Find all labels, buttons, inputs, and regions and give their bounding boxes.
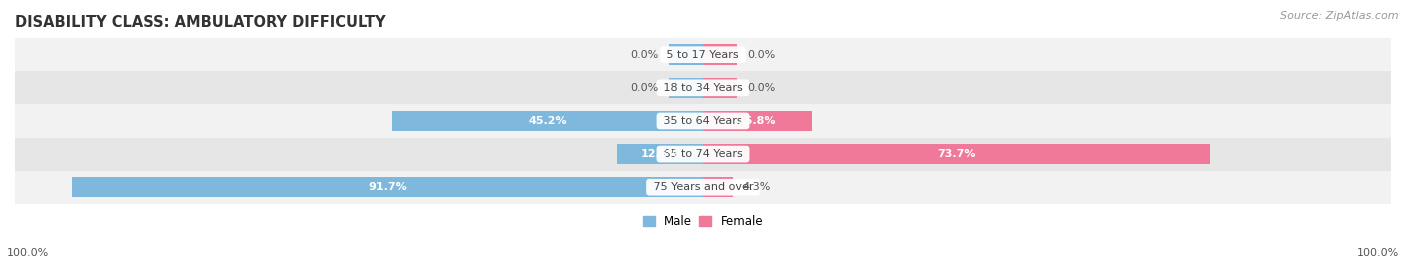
Bar (669, 44, 703, 65)
Text: 100.0%: 100.0% (7, 248, 49, 258)
Bar (392, 111, 703, 131)
Text: Source: ZipAtlas.com: Source: ZipAtlas.com (1281, 11, 1399, 21)
Text: 0.0%: 0.0% (630, 83, 658, 93)
Text: 35 to 64 Years: 35 to 64 Years (659, 116, 747, 126)
Bar (15, 71, 1391, 104)
Bar (72, 177, 703, 197)
Bar (703, 144, 1211, 164)
Text: 4.3%: 4.3% (742, 182, 772, 192)
Legend: Male, Female: Male, Female (643, 215, 763, 228)
Text: 0.0%: 0.0% (630, 50, 658, 60)
Bar (703, 44, 737, 65)
Text: 75 Years and over: 75 Years and over (650, 182, 756, 192)
Text: 0.0%: 0.0% (748, 50, 776, 60)
Text: 45.2%: 45.2% (529, 116, 567, 126)
Bar (15, 38, 1391, 71)
Bar (669, 77, 703, 98)
Bar (617, 144, 703, 164)
Text: 18 to 34 Years: 18 to 34 Years (659, 83, 747, 93)
Bar (15, 171, 1391, 204)
Text: 100.0%: 100.0% (1357, 248, 1399, 258)
Bar (703, 77, 737, 98)
Text: DISABILITY CLASS: AMBULATORY DIFFICULTY: DISABILITY CLASS: AMBULATORY DIFFICULTY (15, 15, 385, 30)
Text: 65 to 74 Years: 65 to 74 Years (659, 149, 747, 159)
Bar (703, 177, 733, 197)
Text: 91.7%: 91.7% (368, 182, 406, 192)
Text: 0.0%: 0.0% (748, 83, 776, 93)
Text: 5 to 17 Years: 5 to 17 Years (664, 50, 742, 60)
Bar (15, 104, 1391, 137)
Text: 73.7%: 73.7% (938, 149, 976, 159)
Text: 15.8%: 15.8% (738, 116, 776, 126)
Bar (703, 111, 811, 131)
Text: 12.5%: 12.5% (641, 149, 679, 159)
Bar (15, 137, 1391, 171)
